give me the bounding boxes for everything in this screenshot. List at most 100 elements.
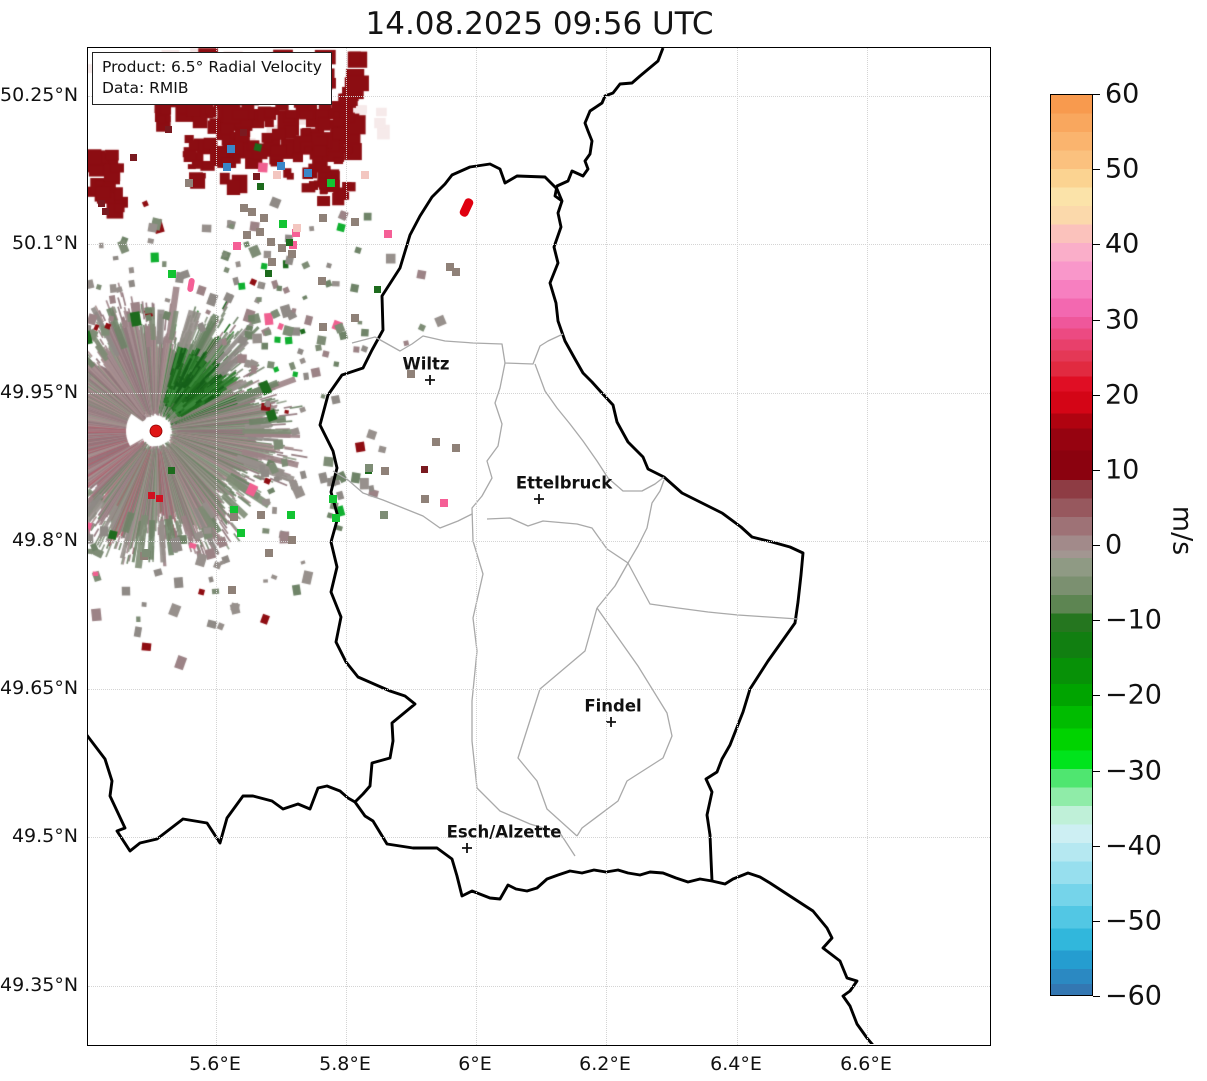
grid-line-h — [88, 541, 990, 542]
velocity-echo-pixel — [233, 242, 241, 250]
canton-up-branch — [627, 479, 665, 564]
velocity-echo-pixel — [452, 444, 460, 452]
velocity-echo-pixel — [279, 220, 287, 228]
velocity-echo-pixel — [248, 208, 256, 216]
velocity-echo-pixel — [432, 438, 440, 446]
velocity-echo-pixel — [223, 163, 231, 171]
velocity-echo-pixel — [278, 244, 286, 252]
luxembourg-border — [318, 162, 805, 901]
velocity-echo-pixel — [332, 514, 340, 522]
velocity-echo-pixel — [168, 467, 175, 474]
velocity-echo-pixel — [240, 204, 248, 212]
border-france-west — [88, 734, 356, 853]
velocity-echo-pixel — [288, 536, 296, 544]
grid-line-h — [88, 96, 990, 97]
colorbar-tick — [1093, 94, 1100, 95]
colorbar-tick-label: 50 — [1105, 153, 1140, 185]
grid-line-v — [867, 48, 868, 1045]
colorbar-tick-label: −10 — [1105, 604, 1162, 636]
velocity-echo-pixel — [452, 268, 460, 276]
velocity-echo-pixel — [273, 171, 281, 179]
velocity-echo-pixel — [102, 208, 109, 215]
velocity-echo-pixel — [421, 466, 428, 473]
velocity-echo-pixel — [351, 218, 359, 226]
map-borders-layer — [88, 48, 874, 1044]
velocity-echo-pixel — [293, 224, 301, 232]
colorbar-tick — [1093, 996, 1100, 997]
lon-tick-label: 6.6°E — [840, 1053, 892, 1075]
city-label: Wiltz — [402, 354, 450, 374]
velocity-echo-pixel — [365, 464, 373, 472]
grid-line-h — [88, 689, 990, 690]
velocity-echo-pixel — [267, 238, 275, 246]
grid-line-h — [88, 244, 990, 245]
velocity-echo-pixel — [319, 323, 327, 331]
velocity-echo-pixel — [289, 241, 297, 249]
velocity-echo-pixel — [243, 231, 251, 239]
velocity-echo-pixel — [185, 179, 193, 187]
velocity-echo-pixel — [228, 586, 236, 594]
velocity-echo-pixel — [374, 286, 381, 293]
lat-tick-label: 50.1°N — [11, 232, 78, 254]
colorbar-tick — [1093, 920, 1100, 922]
velocity-echo-pixel — [286, 239, 293, 246]
colorbar-tick-label: 20 — [1105, 379, 1140, 411]
lat-tick-label: 49.35°N — [0, 974, 79, 996]
lat-tick-label: 49.5°N — [11, 825, 78, 847]
velocity-echo-pixel — [327, 179, 335, 187]
velocity-echo-pixel — [421, 495, 429, 503]
colorbar-tick — [1093, 394, 1100, 396]
velocity-echo-pixel — [329, 495, 337, 503]
colorbar-tick-label: 10 — [1105, 454, 1140, 486]
velocity-echo-pixel — [304, 169, 312, 177]
velocity-echo-pixel — [256, 228, 264, 236]
colorbar-tick-label: −20 — [1105, 679, 1162, 711]
velocity-echo-pixel — [277, 162, 285, 170]
velocity-echo-pixel — [265, 549, 273, 557]
border-north-our — [553, 48, 665, 203]
colorbar — [1050, 94, 1093, 996]
grid-line-v — [606, 48, 607, 1045]
velocity-echo-pixel — [148, 492, 155, 499]
grid-line-v — [346, 48, 347, 1045]
velocity-echo-pixel — [287, 511, 295, 519]
grid-line-h — [88, 837, 990, 838]
city-marker — [534, 494, 544, 504]
colorbar-tick — [1093, 770, 1100, 772]
velocity-echo-pixel — [380, 511, 388, 519]
grid-line-v — [737, 48, 738, 1045]
city-marker — [462, 843, 472, 853]
colorbar-tick-label: −30 — [1105, 755, 1162, 786]
canton-west-ew — [332, 470, 473, 529]
map-plot-area: Product: 6.5° Radial Velocity Data: RMIB… — [87, 47, 991, 1046]
colorbar-tick-label: 30 — [1105, 304, 1140, 335]
velocity-echo-pixel — [265, 270, 272, 277]
data-source-line: Data: RMIB — [102, 79, 189, 97]
lon-tick-label: 5.6°E — [189, 1053, 241, 1075]
velocity-echo-pixel — [407, 370, 415, 378]
velocity-echo-pixel — [227, 145, 235, 153]
colorbar-tick — [1093, 845, 1100, 847]
canton-to-moselle — [627, 562, 799, 620]
colorbar-tick-label: −40 — [1105, 830, 1162, 862]
colorbar-tick — [1093, 169, 1100, 171]
city-label: Findel — [584, 696, 642, 716]
velocity-echo-pixel — [237, 529, 245, 537]
canton-mid-ew — [486, 517, 629, 609]
velocity-echo-pixel — [292, 229, 300, 237]
figure-title: 14.08.2025 09:56 UTC — [365, 6, 714, 42]
city-label: Ettelbruck — [515, 473, 613, 493]
product-info-box: Product: 6.5° Radial Velocity Data: RMIB — [92, 52, 332, 105]
colorbar-unit-label: m/s — [1166, 505, 1198, 556]
lat-tick-label: 49.8°N — [11, 529, 78, 551]
city-marker — [606, 717, 616, 727]
colorbar-tick — [1093, 695, 1100, 697]
colorbar-tick-label: 0 — [1105, 529, 1123, 561]
canton-findel-west — [517, 607, 598, 837]
lon-tick-label: 5.8°E — [319, 1053, 371, 1075]
velocity-echo-pixel — [240, 129, 247, 136]
canton-wiltz-north — [351, 333, 564, 365]
lon-tick-label: 6.2°E — [579, 1053, 631, 1075]
colorbar-tick-label: 60 — [1105, 78, 1140, 110]
velocity-echo-pixel — [230, 506, 238, 514]
